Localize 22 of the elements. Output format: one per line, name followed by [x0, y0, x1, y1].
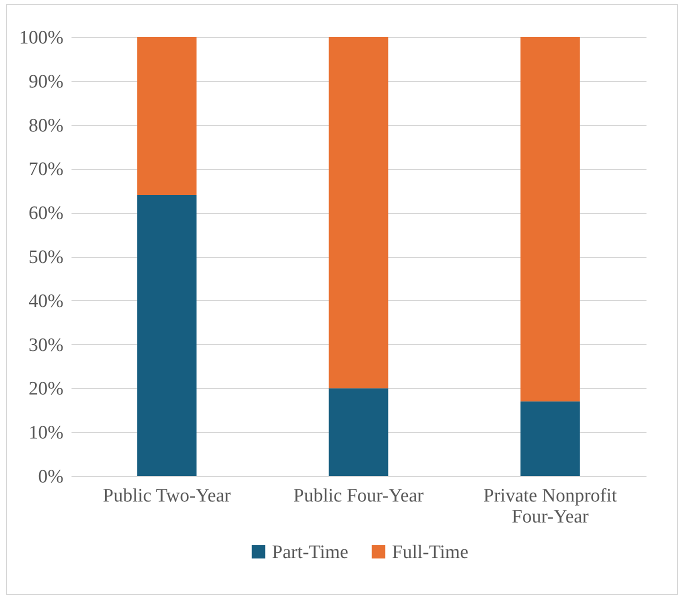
bar [328, 388, 388, 476]
x-tick-label: Private Nonprofit Four-Year [483, 486, 618, 528]
y-tick-label: 100% [19, 28, 64, 48]
y-tick-label: 20% [28, 378, 64, 400]
bar [520, 37, 580, 402]
y-tick-label: 10% [28, 422, 64, 444]
legend-label: Full-Time [392, 542, 468, 563]
bar [520, 401, 580, 476]
bar [328, 37, 388, 388]
y-tick-label: 80% [28, 115, 64, 136]
bar [137, 37, 197, 196]
legend-label: Part-Time [272, 542, 348, 563]
y-tick-label: 30% [28, 334, 64, 356]
y-tick-label: 50% [28, 247, 64, 268]
bar [137, 195, 197, 476]
y-tick-label: 0% [38, 466, 64, 488]
y-tick-label: 60% [28, 203, 64, 224]
y-tick-label: 90% [28, 71, 64, 92]
x-tick-label: Public Two-Year [102, 486, 232, 506]
x-tick-label: Public Four-Year [293, 486, 424, 506]
y-tick-label: 40% [28, 290, 64, 312]
y-tick-label: 70% [28, 159, 64, 180]
